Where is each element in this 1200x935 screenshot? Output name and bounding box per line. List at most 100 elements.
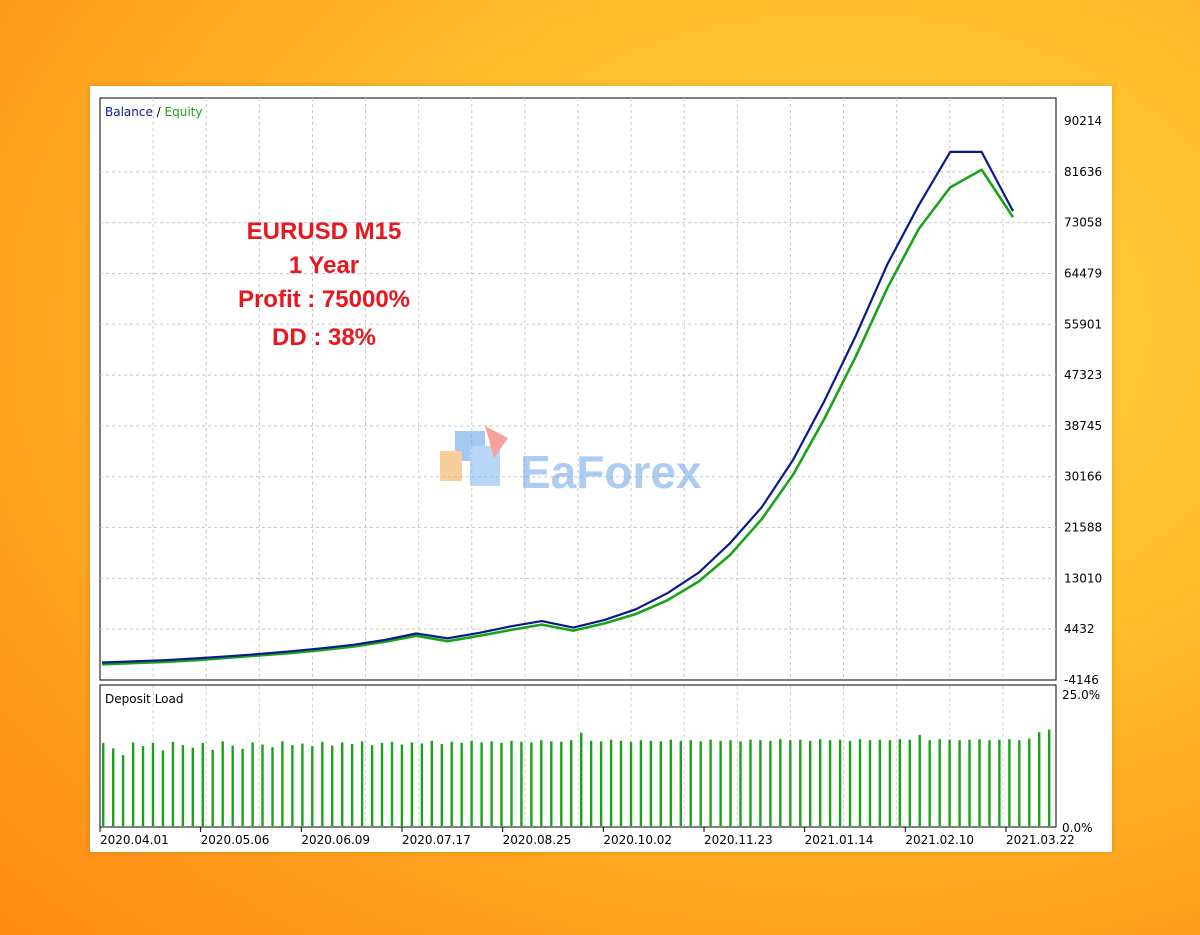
x-tick-label: 2020.05.06 [201, 833, 270, 847]
y-tick-label: 30166 [1064, 470, 1102, 484]
deposit-load-bar [1028, 738, 1031, 826]
x-tick-label: 2020.06.09 [301, 833, 370, 847]
deposit-load-bar [550, 741, 553, 826]
deposit-load-bar [609, 739, 613, 826]
equity-line [101, 168, 1015, 666]
deposit-load-bar [480, 742, 483, 826]
deposit-load-bar [540, 740, 543, 826]
deposit-load-bar [181, 745, 185, 826]
x-tick-label: 2020.04.01 [100, 833, 169, 847]
deposit-load-bar [878, 739, 882, 826]
deposit-load-bar [789, 740, 792, 826]
deposit-load-bar [1048, 729, 1051, 826]
deposit-load-max-label: 25.0% [1062, 688, 1100, 702]
deposit-load-bar [191, 747, 194, 826]
x-tick-label: 2020.07.17 [402, 833, 471, 847]
deposit-load-bar [221, 741, 224, 826]
y-tick-label: 47323 [1064, 368, 1102, 382]
chart-canvas: 90214 81636 73058 64479 55901 47323 38745 30166… [99, 97, 1102, 847]
deposit-load-bar [420, 743, 424, 826]
deposit-load-bar [589, 740, 593, 826]
legend-separator: / [153, 105, 165, 119]
deposit-load-bar [261, 744, 264, 826]
main-series-group [101, 150, 1015, 666]
deposit-load-bar [291, 745, 294, 826]
deposit-load-bar [848, 740, 852, 826]
deposit-load-bar [211, 749, 214, 826]
deposit-load-bar [799, 739, 802, 826]
annotation-drawdown: DD : 38% [272, 324, 376, 351]
deposit-load-bar [141, 746, 145, 826]
x-tick-label: 2021.01.14 [805, 833, 874, 847]
deposit-load-bar [938, 739, 941, 826]
y-tick-label: 55901 [1064, 317, 1102, 331]
deposit-load-bar [380, 742, 384, 826]
deposit-load-bar [350, 744, 354, 826]
deposit-load-bar [400, 744, 404, 826]
deposit-load-bar [838, 739, 842, 826]
deposit-load-bar [440, 744, 443, 826]
deposit-load-bar [659, 741, 662, 826]
y-tick-label: 90214 [1064, 114, 1102, 128]
y-tick-label: 4432 [1064, 622, 1095, 636]
deposit-load-bar [619, 740, 623, 826]
x-tick-label: 2021.03.22 [1006, 833, 1075, 847]
deposit-load-bar [978, 739, 981, 826]
deposit-load-bar [151, 742, 155, 826]
deposit-load-bar [828, 740, 832, 826]
y-tick-label: 81636 [1064, 165, 1102, 179]
deposit-load-bar [988, 740, 991, 826]
deposit-load-bar [809, 740, 812, 826]
deposit-load-bar [898, 739, 901, 826]
deposit-load-bar [370, 745, 374, 826]
deposit-load-bar [759, 740, 762, 826]
y-tick-label: 73058 [1064, 216, 1102, 230]
y-tick-label: 38745 [1064, 419, 1102, 433]
deposit-load-bar [729, 740, 732, 826]
deposit-load-bar [1038, 732, 1041, 826]
deposit-load-bar [341, 742, 344, 826]
chart-panel: 90214 81636 73058 64479 55901 47323 38745 30166… [90, 86, 1112, 852]
y-tick-label: -4146 [1064, 673, 1099, 687]
main-y-axis: 90214 81636 73058 64479 55901 47323 38745 30166… [1064, 114, 1102, 687]
deposit-load-bar [510, 740, 513, 826]
annotation-profit: Profit : 75000% [238, 286, 410, 313]
legend-balance: Balance [105, 105, 153, 119]
deposit-load-bar [639, 740, 643, 826]
deposit-load-bar [131, 742, 135, 826]
deposit-load-bar [112, 748, 115, 826]
deposit-load-bar [1018, 740, 1021, 826]
deposit-load-bar [719, 740, 722, 826]
deposit-load-bar [530, 742, 533, 826]
deposit-load-bar [161, 750, 165, 826]
deposit-load-bar [570, 740, 573, 826]
deposit-load-title: Deposit Load [105, 692, 183, 706]
deposit-load-bar [769, 740, 772, 826]
deposit-load-bar [520, 741, 523, 826]
deposit-load-bar [171, 741, 175, 826]
x-axis: 2020.04.01 2020.05.06 2020.06.09 2020.07.17… [99, 827, 1075, 847]
deposit-load-bar [102, 742, 105, 826]
deposit-load-bar [669, 739, 672, 826]
deposit-load-bar [301, 743, 304, 826]
deposit-load-bar [580, 732, 583, 826]
deposit-load-bar [689, 740, 692, 826]
x-tick-label: 2020.10.02 [603, 833, 672, 847]
deposit-load-bar [331, 745, 334, 826]
deposit-load-bar [679, 740, 682, 826]
deposit-load-bars [102, 729, 1051, 826]
deposit-load-bar [201, 742, 204, 826]
deposit-load-bar [709, 739, 712, 826]
deposit-load-bar [699, 741, 702, 826]
eaforex-logo-icon [440, 426, 508, 486]
deposit-load-bar [231, 745, 234, 826]
deposit-load-bar [390, 741, 394, 826]
deposit-load-bar [1008, 739, 1011, 826]
x-tick-label: 2020.11.23 [704, 833, 773, 847]
deposit-load-bar [251, 742, 254, 826]
deposit-load-bar [321, 741, 324, 826]
deposit-load-bar [500, 742, 503, 826]
legend: Balance / Equity [105, 105, 202, 119]
watermark-text: EaForex [520, 446, 702, 498]
y-tick-label: 21588 [1064, 521, 1102, 535]
